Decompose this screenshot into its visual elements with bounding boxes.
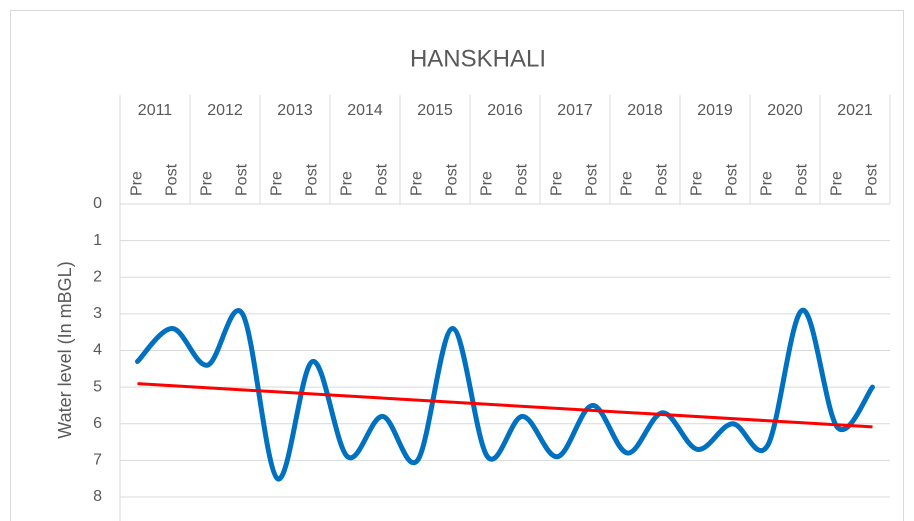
y-tick-label: 7: [93, 452, 102, 469]
x-tick-label: Pre: [129, 171, 146, 196]
x-tick-label: Pre: [479, 171, 496, 196]
y-tick-label: 5: [93, 378, 102, 395]
x-group-label: 2019: [697, 102, 733, 119]
x-tick-label: Pre: [759, 171, 776, 196]
chart-border: [10, 10, 904, 521]
x-tick-label: Pre: [689, 171, 706, 196]
y-tick-label: 4: [93, 342, 102, 359]
x-tick-label: Pre: [619, 171, 636, 196]
x-group-label: 2012: [207, 102, 243, 119]
x-tick-label: Post: [304, 163, 321, 196]
x-tick-label: Pre: [409, 171, 426, 196]
x-tick-label: Pre: [549, 171, 566, 196]
y-tick-label: 8: [93, 488, 102, 505]
x-group-label: 2017: [557, 102, 593, 119]
chart-title: HANSKHALI: [410, 45, 546, 72]
y-axis-label: Water level (In mBGL): [55, 261, 75, 438]
x-group-label: 2013: [277, 102, 313, 119]
y-tick-label: 3: [93, 305, 102, 322]
x-tick-label: Post: [794, 163, 811, 196]
y-tick-label: 0: [93, 195, 102, 212]
x-tick-label: Post: [584, 163, 601, 196]
x-group-label: 2014: [347, 102, 383, 119]
y-tick-label: 1: [93, 232, 102, 249]
x-group-label: 2021: [837, 102, 873, 119]
x-group-label: 2016: [487, 102, 523, 119]
x-tick-label: Pre: [339, 171, 356, 196]
y-tick-label: 6: [93, 415, 102, 432]
x-tick-label: Post: [444, 163, 461, 196]
x-group-label: 2011: [138, 102, 173, 119]
x-tick-label: Pre: [269, 171, 286, 196]
x-tick-label: Post: [164, 163, 181, 196]
x-tick-label: Post: [724, 163, 741, 196]
x-tick-label: Post: [654, 163, 671, 196]
x-tick-label: Post: [514, 163, 531, 196]
x-tick-label: Post: [234, 163, 251, 196]
y-tick-label: 2: [93, 268, 102, 285]
x-tick-label: Post: [864, 163, 881, 196]
x-group-label: 2020: [767, 102, 803, 119]
x-tick-label: Pre: [199, 171, 216, 196]
x-group-label: 2015: [417, 102, 453, 119]
x-group-label: 2018: [627, 102, 663, 119]
data-line: [135, 307, 875, 482]
trend-line: [137, 382, 873, 429]
x-tick-label: Pre: [829, 171, 846, 196]
x-tick-label: Post: [374, 163, 391, 196]
